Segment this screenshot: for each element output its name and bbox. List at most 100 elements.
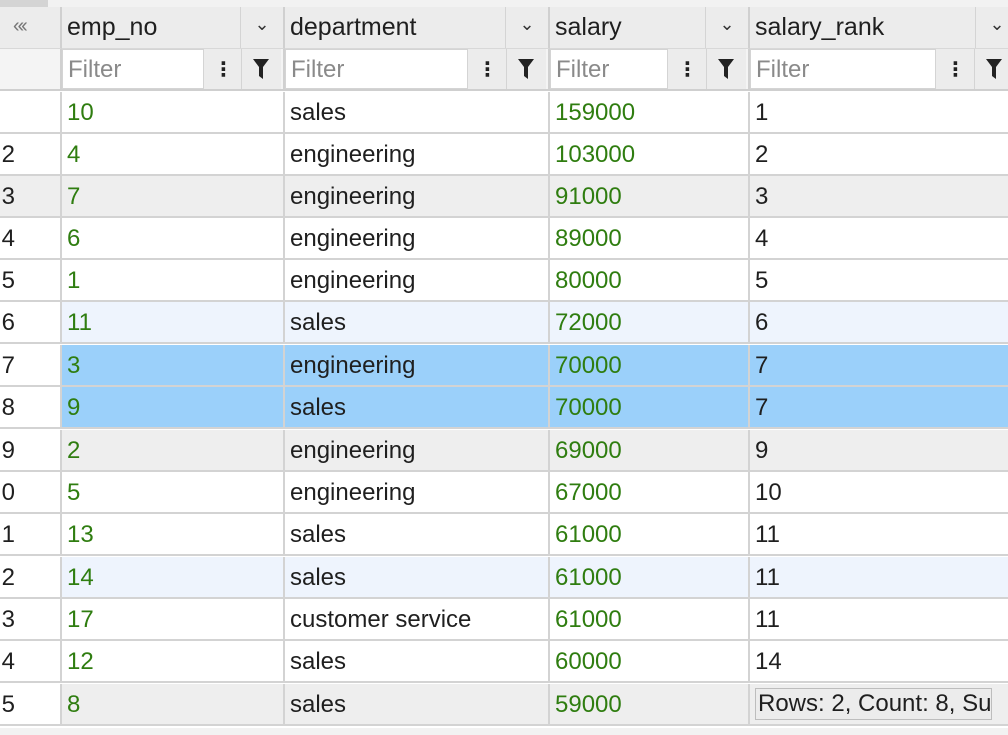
cell-salary-rank[interactable]: 7: [750, 345, 1008, 385]
cell-emp-no[interactable]: 1: [62, 260, 285, 300]
cell-salary[interactable]: 61000: [550, 514, 750, 554]
cell-salary-rank[interactable]: 5: [750, 260, 1008, 300]
cell-salary[interactable]: 91000: [550, 176, 750, 216]
column-header-salary[interactable]: salary ⌄: [550, 7, 750, 49]
cell-emp-no[interactable]: 4: [62, 134, 285, 174]
row-number[interactable]: 5: [0, 260, 62, 300]
cell-salary[interactable]: 69000: [550, 430, 750, 470]
column-header-salary-rank[interactable]: salary_rank ⌄: [750, 7, 1008, 49]
cell-salary-rank[interactable]: 4: [750, 218, 1008, 258]
row-number[interactable]: 3: [0, 599, 62, 639]
table-row[interactable]: 5 1 engineering 80000 5: [0, 260, 1008, 302]
cell-salary-rank[interactable]: 14: [750, 641, 1008, 681]
cell-emp-no[interactable]: 9: [62, 387, 285, 427]
cell-department[interactable]: engineering: [285, 472, 550, 512]
cell-salary-rank[interactable]: 7: [750, 387, 1008, 427]
cell-emp-no[interactable]: 8: [62, 684, 285, 724]
cell-emp-no[interactable]: 2: [62, 430, 285, 470]
cell-department[interactable]: sales: [285, 514, 550, 554]
filter-toggle-button[interactable]: [706, 49, 746, 89]
column-header-department[interactable]: department ⌄: [285, 7, 550, 49]
cell-salary-rank[interactable]: 11: [750, 557, 1008, 597]
cell-salary[interactable]: 67000: [550, 472, 750, 512]
cell-department[interactable]: sales: [285, 387, 550, 427]
cell-department[interactable]: sales: [285, 641, 550, 681]
cell-emp-no[interactable]: 12: [62, 641, 285, 681]
row-number[interactable]: 8: [0, 387, 62, 427]
row-number[interactable]: 4: [0, 641, 62, 681]
cell-emp-no[interactable]: 3: [62, 345, 285, 385]
row-number[interactable]: 3: [0, 176, 62, 216]
column-menu-button[interactable]: ⌄: [505, 7, 548, 48]
table-row[interactable]: 4 12 sales 60000 14: [0, 641, 1008, 683]
cell-emp-no[interactable]: 6: [62, 218, 285, 258]
column-menu-button[interactable]: ⌄: [240, 7, 283, 48]
filter-input-emp-no[interactable]: [68, 56, 188, 84]
cell-salary-rank[interactable]: 3: [750, 176, 1008, 216]
table-row[interactable]: 2 4 engineering 103000 2: [0, 134, 1008, 176]
cell-salary[interactable]: 61000: [550, 599, 750, 639]
cell-emp-no[interactable]: 5: [62, 472, 285, 512]
filter-input-department[interactable]: [291, 56, 411, 84]
column-menu-button[interactable]: ⌄: [975, 7, 1008, 48]
cell-emp-no[interactable]: 7: [62, 176, 285, 216]
cell-salary[interactable]: 72000: [550, 302, 750, 342]
cell-salary[interactable]: 61000: [550, 557, 750, 597]
cell-department[interactable]: engineering: [285, 345, 550, 385]
cell-department[interactable]: engineering: [285, 134, 550, 174]
table-row[interactable]: 3 7 engineering 91000 3: [0, 176, 1008, 218]
cell-salary-rank[interactable]: 9: [750, 430, 1008, 470]
cell-department[interactable]: engineering: [285, 218, 550, 258]
cell-department[interactable]: sales: [285, 302, 550, 342]
column-menu-button[interactable]: ⌄: [705, 7, 748, 48]
table-row[interactable]: 9 2 engineering 69000 9: [0, 430, 1008, 472]
cell-emp-no[interactable]: 10: [62, 92, 285, 132]
filter-input-salary[interactable]: [556, 56, 676, 84]
cell-salary-rank[interactable]: 11: [750, 599, 1008, 639]
collapse-rows-button[interactable]: «‹: [0, 7, 62, 49]
cell-salary[interactable]: 80000: [550, 260, 750, 300]
table-row[interactable]: 6 11 sales 72000 6: [0, 302, 1008, 344]
row-number[interactable]: [0, 92, 62, 132]
filter-input-salary-rank[interactable]: [756, 56, 876, 84]
filter-toggle-button[interactable]: [241, 49, 281, 89]
cell-salary-rank[interactable]: 2: [750, 134, 1008, 174]
row-number[interactable]: 2: [0, 557, 62, 597]
cell-department[interactable]: sales: [285, 684, 550, 724]
row-number[interactable]: 9: [0, 430, 62, 470]
cell-salary[interactable]: 70000: [550, 387, 750, 427]
cell-department[interactable]: engineering: [285, 176, 550, 216]
filter-options-button[interactable]: ⋮: [467, 49, 507, 89]
cell-salary[interactable]: 159000: [550, 92, 750, 132]
table-row[interactable]: 3 17 customer service 61000 11: [0, 599, 1008, 641]
row-number[interactable]: 0: [0, 472, 62, 512]
cell-salary[interactable]: 70000: [550, 345, 750, 385]
table-row[interactable]: 10 sales 159000 1: [0, 92, 1008, 134]
table-row-selected[interactable]: 8 9 sales 70000 7: [0, 387, 1008, 429]
cell-salary[interactable]: 89000: [550, 218, 750, 258]
filter-toggle-button[interactable]: [506, 49, 546, 89]
filter-options-button[interactable]: ⋮: [935, 49, 975, 89]
cell-emp-no[interactable]: 14: [62, 557, 285, 597]
cell-salary-rank[interactable]: 10: [750, 472, 1008, 512]
row-number[interactable]: 7: [0, 345, 62, 385]
table-row-selected[interactable]: 7 3 engineering 70000 7: [0, 345, 1008, 387]
cell-salary[interactable]: 60000: [550, 641, 750, 681]
cell-department[interactable]: sales: [285, 92, 550, 132]
cell-salary-rank[interactable]: 6: [750, 302, 1008, 342]
cell-emp-no[interactable]: 11: [62, 302, 285, 342]
filter-toggle-button[interactable]: [974, 49, 1008, 89]
row-number[interactable]: 1: [0, 514, 62, 554]
cell-salary[interactable]: 59000: [550, 684, 750, 724]
row-number[interactable]: 4: [0, 218, 62, 258]
table-row[interactable]: 1 13 sales 61000 11: [0, 514, 1008, 556]
column-header-emp-no[interactable]: emp_no ⌄: [62, 7, 285, 49]
filter-options-button[interactable]: ⋮: [203, 49, 243, 89]
row-number[interactable]: 6: [0, 302, 62, 342]
cell-emp-no[interactable]: 13: [62, 514, 285, 554]
horizontal-scrollbar-track[interactable]: [0, 728, 1008, 735]
cell-salary[interactable]: 103000: [550, 134, 750, 174]
cell-emp-no[interactable]: 17: [62, 599, 285, 639]
table-row[interactable]: 0 5 engineering 67000 10: [0, 472, 1008, 514]
cell-department[interactable]: sales: [285, 557, 550, 597]
